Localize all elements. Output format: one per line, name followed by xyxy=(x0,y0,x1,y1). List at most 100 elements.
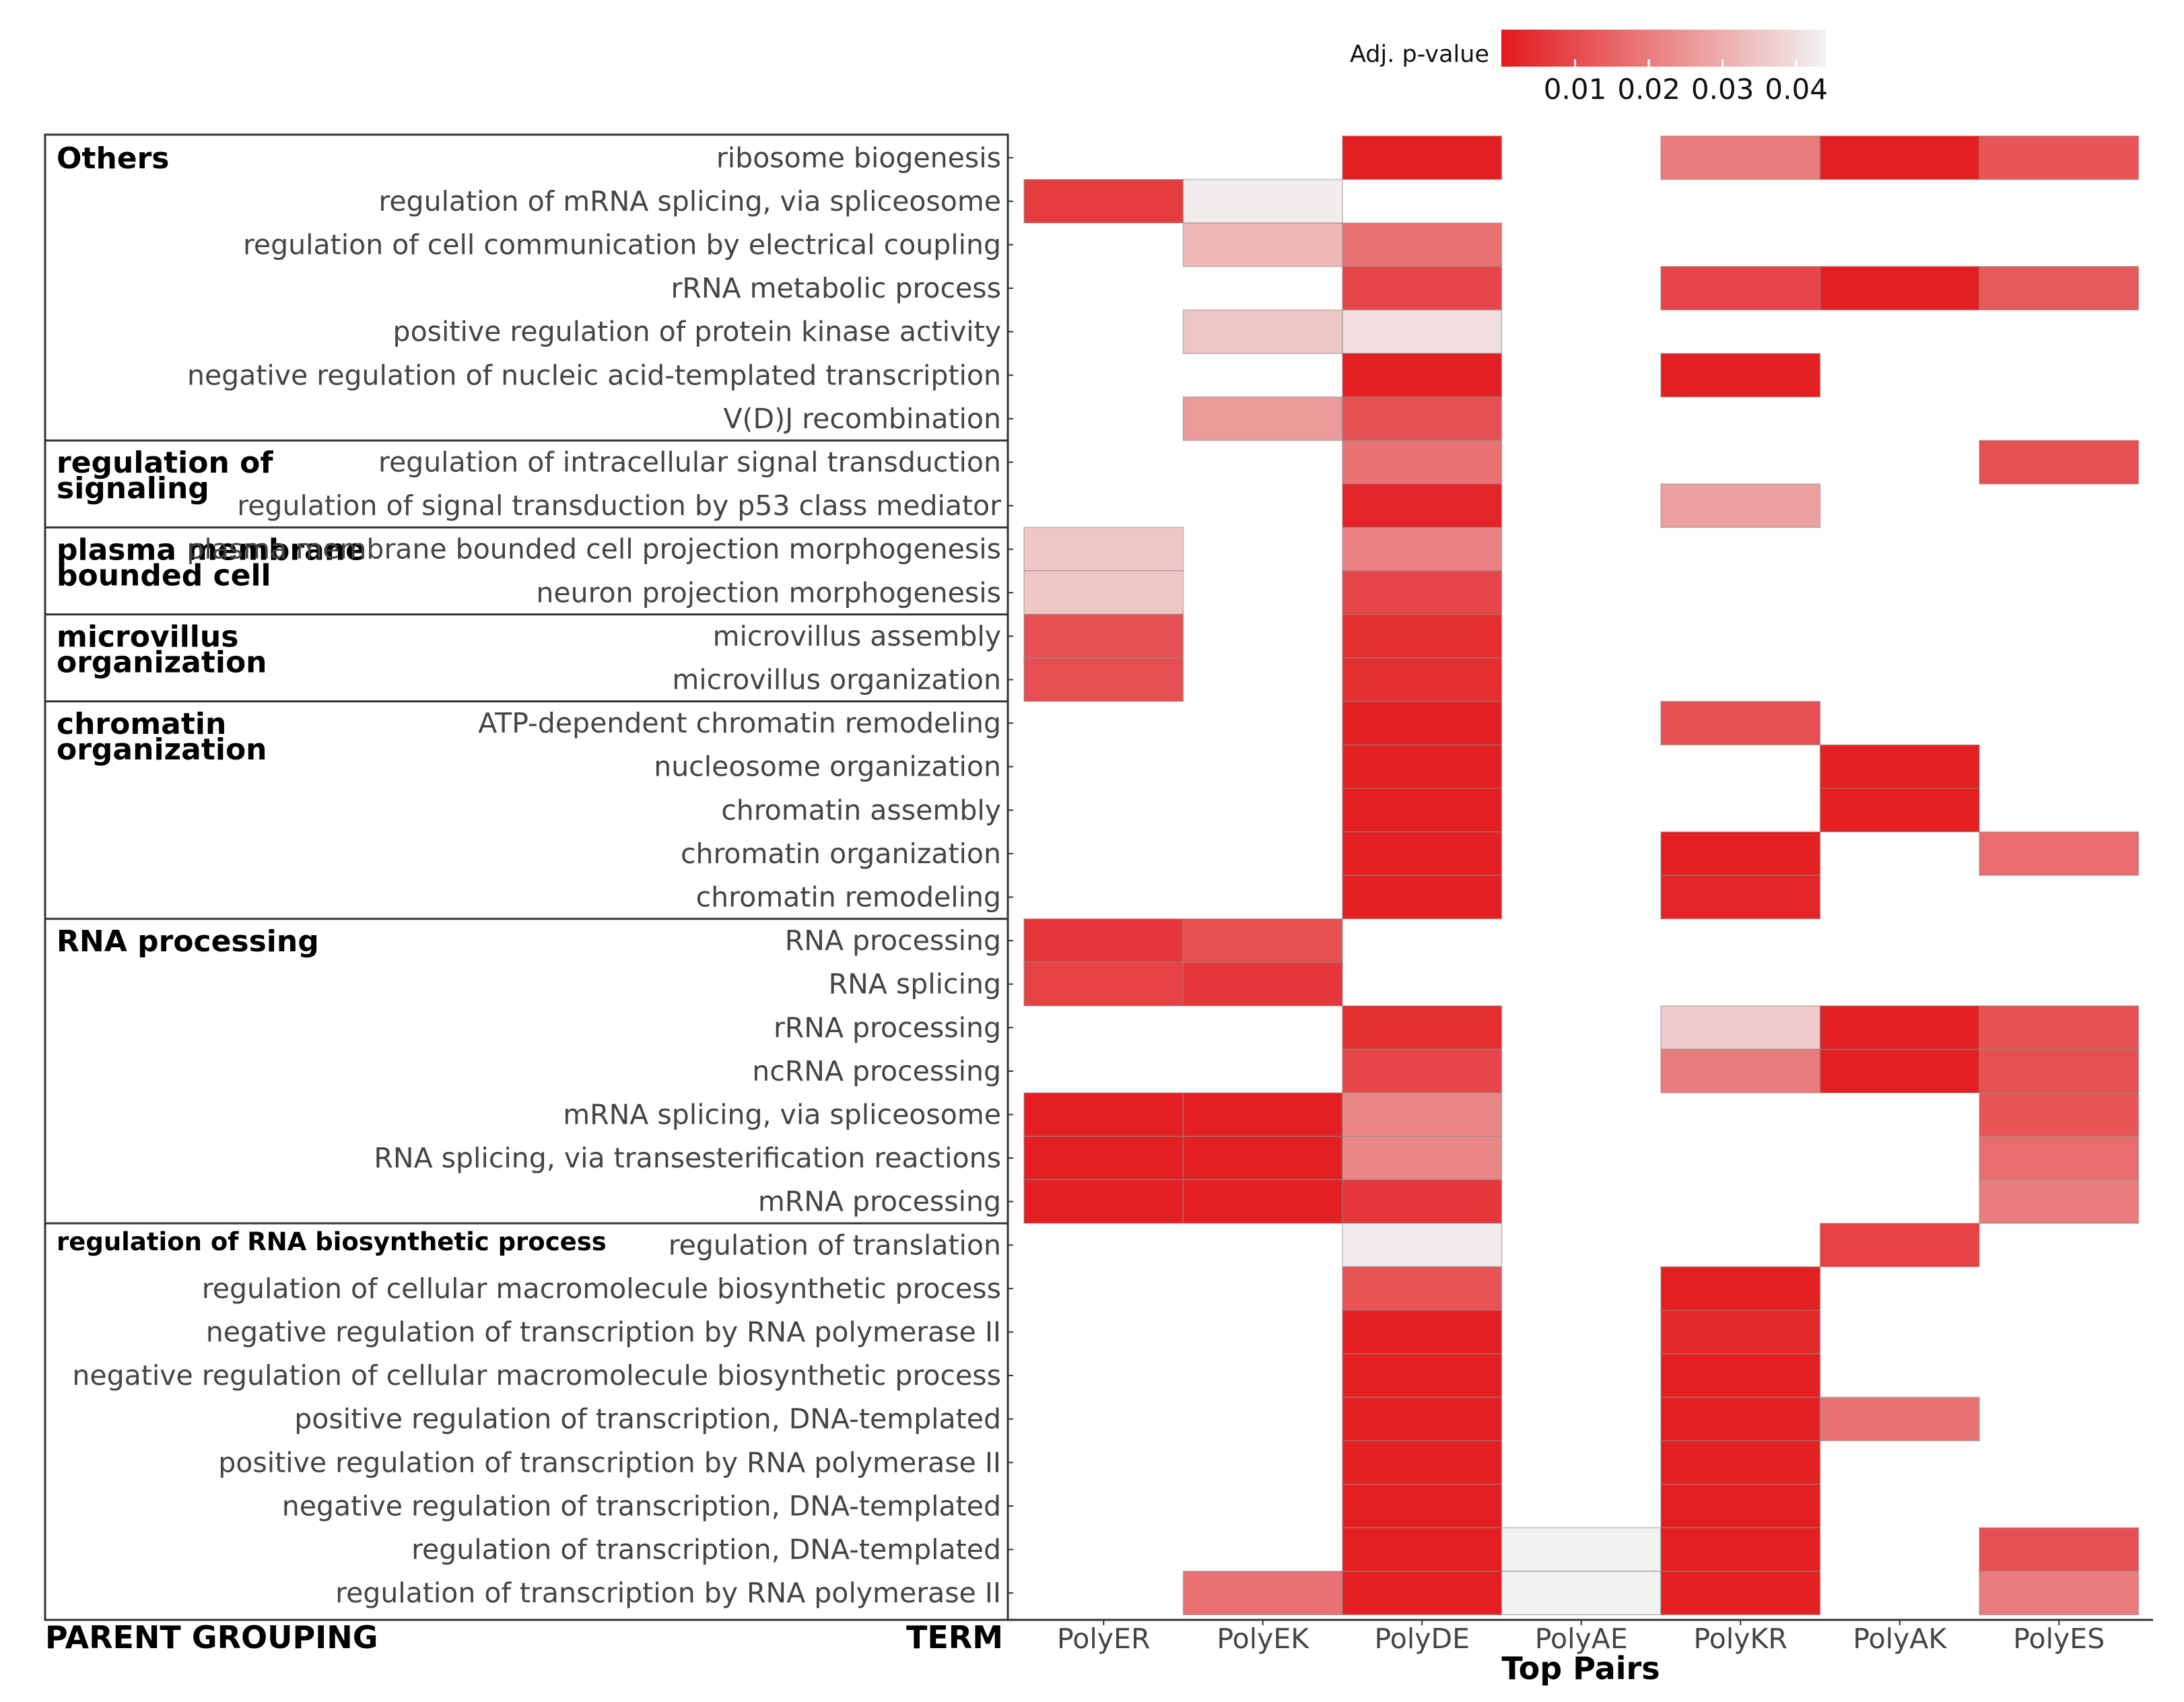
heatmap-cell xyxy=(1342,1092,1503,1137)
heatmap-cell xyxy=(1660,1571,1821,1616)
heatmap-cell xyxy=(1342,1527,1503,1572)
heatmap-cell xyxy=(1660,831,1821,876)
parent-grouping-header: PARENT GROUPING xyxy=(45,1619,378,1656)
heatmap-cell xyxy=(1342,135,1503,180)
group-label: chromatin xyxy=(57,707,226,741)
x-tick-label: PolyAK xyxy=(1853,1623,1947,1655)
heatmap-cell xyxy=(1342,440,1503,485)
heatmap-cell xyxy=(1342,875,1503,920)
term-label: ATP-dependent chromatin remodeling xyxy=(478,707,1001,739)
heatmap-cell xyxy=(1979,1005,2140,1050)
term-label: positive regulation of transcription by … xyxy=(218,1446,1001,1478)
group-label: Others xyxy=(57,141,170,176)
parent-grouping-frame xyxy=(44,133,1009,1621)
term-label: rRNA metabolic process xyxy=(671,272,1001,304)
heatmap-cell xyxy=(1979,1092,2140,1137)
heatmap-cell xyxy=(1819,1223,1980,1268)
heatmap-cell xyxy=(1660,483,1821,529)
x-tick-label: PolyAE xyxy=(1535,1623,1628,1655)
term-label: chromatin remodeling xyxy=(696,881,1001,914)
legend-tick-label: 0.03 xyxy=(1691,73,1754,106)
heatmap-cell xyxy=(1342,266,1503,311)
term-label: chromatin organization xyxy=(681,838,1001,870)
term-label: regulation of cell communication by elec… xyxy=(243,229,1001,261)
heatmap-cell xyxy=(1660,1440,1821,1485)
group-label: organization xyxy=(57,733,267,767)
term-label: negative regulation of transcription by … xyxy=(206,1316,1001,1349)
heatmap-cell xyxy=(1182,178,1343,224)
term-label: microvillus organization xyxy=(672,664,1001,696)
heatmap-cell xyxy=(1023,1179,1184,1224)
heatmap-cell xyxy=(1342,701,1503,746)
heatmap-cell xyxy=(1182,396,1343,441)
term-label: regulation of signal transduction by p53… xyxy=(237,489,1001,522)
x-tick-label: PolyER xyxy=(1057,1623,1150,1655)
term-label: regulation of transcription by RNA polym… xyxy=(335,1577,1001,1609)
heatmap-cell xyxy=(1023,961,1184,1007)
heatmap-cell xyxy=(1819,744,1980,789)
heatmap-cell xyxy=(1819,1005,1980,1050)
heatmap-cell xyxy=(1342,1179,1503,1224)
group-label: plasma membrane xyxy=(57,533,366,567)
term-label: neuron projection morphogenesis xyxy=(536,576,1001,609)
heatmap-cell xyxy=(1342,788,1503,833)
term-label: RNA splicing, via transesterification re… xyxy=(374,1142,1001,1174)
heatmap-cell xyxy=(1660,1309,1821,1355)
heatmap-cell xyxy=(1342,1136,1503,1181)
term-label: regulation of mRNA splicing, via spliceo… xyxy=(378,185,1001,217)
term-label: nucleosome organization xyxy=(654,751,1001,783)
heatmap-cell xyxy=(1342,1005,1503,1050)
term-label: plasma membrane bounded cell projection … xyxy=(186,533,1001,566)
legend: Adj. p-value 0.01 0.02 0.03 0.04 xyxy=(1350,30,1828,106)
heatmap-cell xyxy=(1501,1571,1662,1616)
heatmap-cell xyxy=(1342,613,1503,658)
group-label: microvillus xyxy=(57,620,238,654)
heatmap-cell xyxy=(1342,1571,1503,1616)
legend-tick-label: 0.01 xyxy=(1544,73,1607,106)
x-tick-label: PolyES xyxy=(2013,1623,2105,1655)
heatmap-cell xyxy=(1342,1266,1503,1311)
heatmap-cell xyxy=(1979,1571,2140,1616)
legend-tick-label: 0.04 xyxy=(1765,73,1828,106)
heatmap-cell xyxy=(1660,1527,1821,1572)
term-label: negative regulation of cellular macromol… xyxy=(72,1359,1001,1392)
term-label: regulation of cellular macromolecule bio… xyxy=(202,1272,1001,1305)
heatmap-cell xyxy=(1342,744,1503,789)
heatmap-cell xyxy=(1979,1136,2140,1181)
term-label: microvillus assembly xyxy=(713,620,1001,652)
heatmap-cell xyxy=(1979,1527,2140,1572)
term-label: regulation of intracellular signal trans… xyxy=(378,446,1001,479)
heatmap-cell xyxy=(1660,1048,1821,1093)
heatmap-cell xyxy=(1660,1396,1821,1441)
heatmap-cell xyxy=(1023,1092,1184,1137)
heatmap-cell xyxy=(1819,135,1980,180)
legend-tick-label: 0.02 xyxy=(1617,73,1680,106)
heatmap-cell xyxy=(1342,570,1503,615)
term-label: ribosome biogenesis xyxy=(716,141,1001,174)
term-label: negative regulation of nucleic acid-temp… xyxy=(187,359,1001,391)
term-label: mRNA splicing, via spliceosome xyxy=(563,1099,1001,1131)
heatmap-cell xyxy=(1342,483,1503,529)
heatmap-cell xyxy=(1979,266,2140,311)
heatmap-cell xyxy=(1342,657,1503,702)
heatmap-cell xyxy=(1819,266,1980,311)
group-label: signaling xyxy=(57,471,209,506)
heatmap-cell xyxy=(1182,309,1343,354)
heatmap-cell xyxy=(1182,222,1343,267)
heatmap-cell xyxy=(1660,875,1821,920)
heatmap-cell xyxy=(1023,1136,1184,1181)
heatmap-cell xyxy=(1660,1005,1821,1050)
heatmap-cell xyxy=(1979,1179,2140,1224)
term-label: RNA processing xyxy=(785,924,1001,957)
term-label: chromatin assembly xyxy=(721,794,1001,826)
heatmap-cell xyxy=(1182,961,1343,1007)
heatmap-cell xyxy=(1342,1309,1503,1355)
heatmap-cell xyxy=(1979,440,2140,485)
term-label: regulation of translation xyxy=(669,1229,1001,1261)
heatmap-cell xyxy=(1660,1483,1821,1528)
heatmap-cell xyxy=(1660,1266,1821,1311)
term-label: mRNA processing xyxy=(758,1186,1001,1218)
heatmap-cell xyxy=(1182,1136,1343,1181)
group-label: regulation of xyxy=(57,446,273,480)
